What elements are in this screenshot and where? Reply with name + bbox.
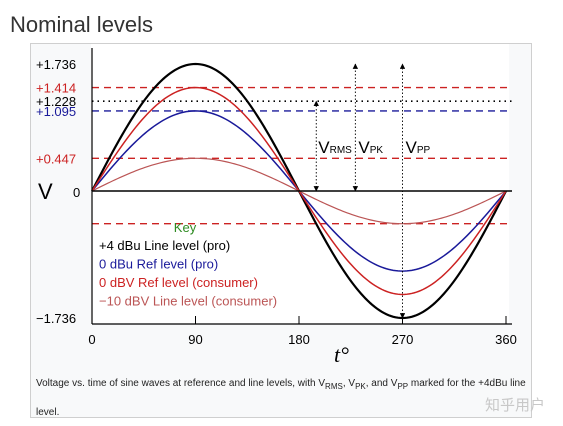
legend-title: Key [174,220,197,235]
marker-label-sub-1: PK [370,145,384,156]
y-tick-label-3: +1.095 [36,104,76,119]
watermark: 知乎用户 [484,396,545,414]
legend-entry-0: +4 dBu Line level (pro) [99,238,230,253]
caption-rms-sub: RMS [325,382,343,391]
page-title: Nominal levels [10,12,154,37]
caption-part-2: marked for the +4dBu line level. [36,378,526,418]
x-tick-label-2: 180 [288,332,310,347]
axes [91,48,512,325]
legend-entry-2: 0 dBV Ref level (consumer) [99,275,258,290]
y-tick-label-2: +1.228 [36,94,76,109]
x-axis-label: t° [334,342,349,367]
caption-pp-sub: PP [397,382,409,391]
x-tick-label-0: 0 [88,332,95,347]
caption-sep-1: , V [342,378,356,389]
plot-area [91,44,509,324]
y-tick-label-4: +0.447 [36,151,76,166]
x-tick-labels: 0 90 180 270 360 [88,332,516,347]
marker-label-sub-0: RMS [330,145,353,156]
caption-part-1: Voltage vs. time of sine waves at refere… [36,378,326,389]
y-axis-label: V [38,179,53,204]
x-tick-label-3: 270 [392,332,414,347]
reference-lines [92,86,512,225]
y-tick-label-0: +1.736 [36,57,76,72]
caption-sep-2: , and V [365,378,398,389]
legend-entry-3: −10 dBV Line level (consumer) [99,294,277,309]
marker-label-sub-2: PP [417,145,431,156]
legend: Key +4 dBu Line level (pro) 0 dBu Ref leve… [99,220,277,309]
y-tick-label-6: −1.736 [36,311,76,326]
y-tick-labels: +1.736 +1.414+1.228+1.095 +0.447 −1.736 [36,57,76,326]
y-tick-label-1: +1.414 [36,81,76,96]
legend-entry-1: 0 dBu Ref level (pro) [99,257,218,272]
caption-pk-sub: PK [355,382,366,391]
y-tick-zero: 0 [73,185,80,200]
x-tick-label-4: 360 [495,332,517,347]
figure-caption: Voltage vs. time of sine waves at refere… [36,371,528,426]
x-tick-label-1: 90 [188,332,202,347]
